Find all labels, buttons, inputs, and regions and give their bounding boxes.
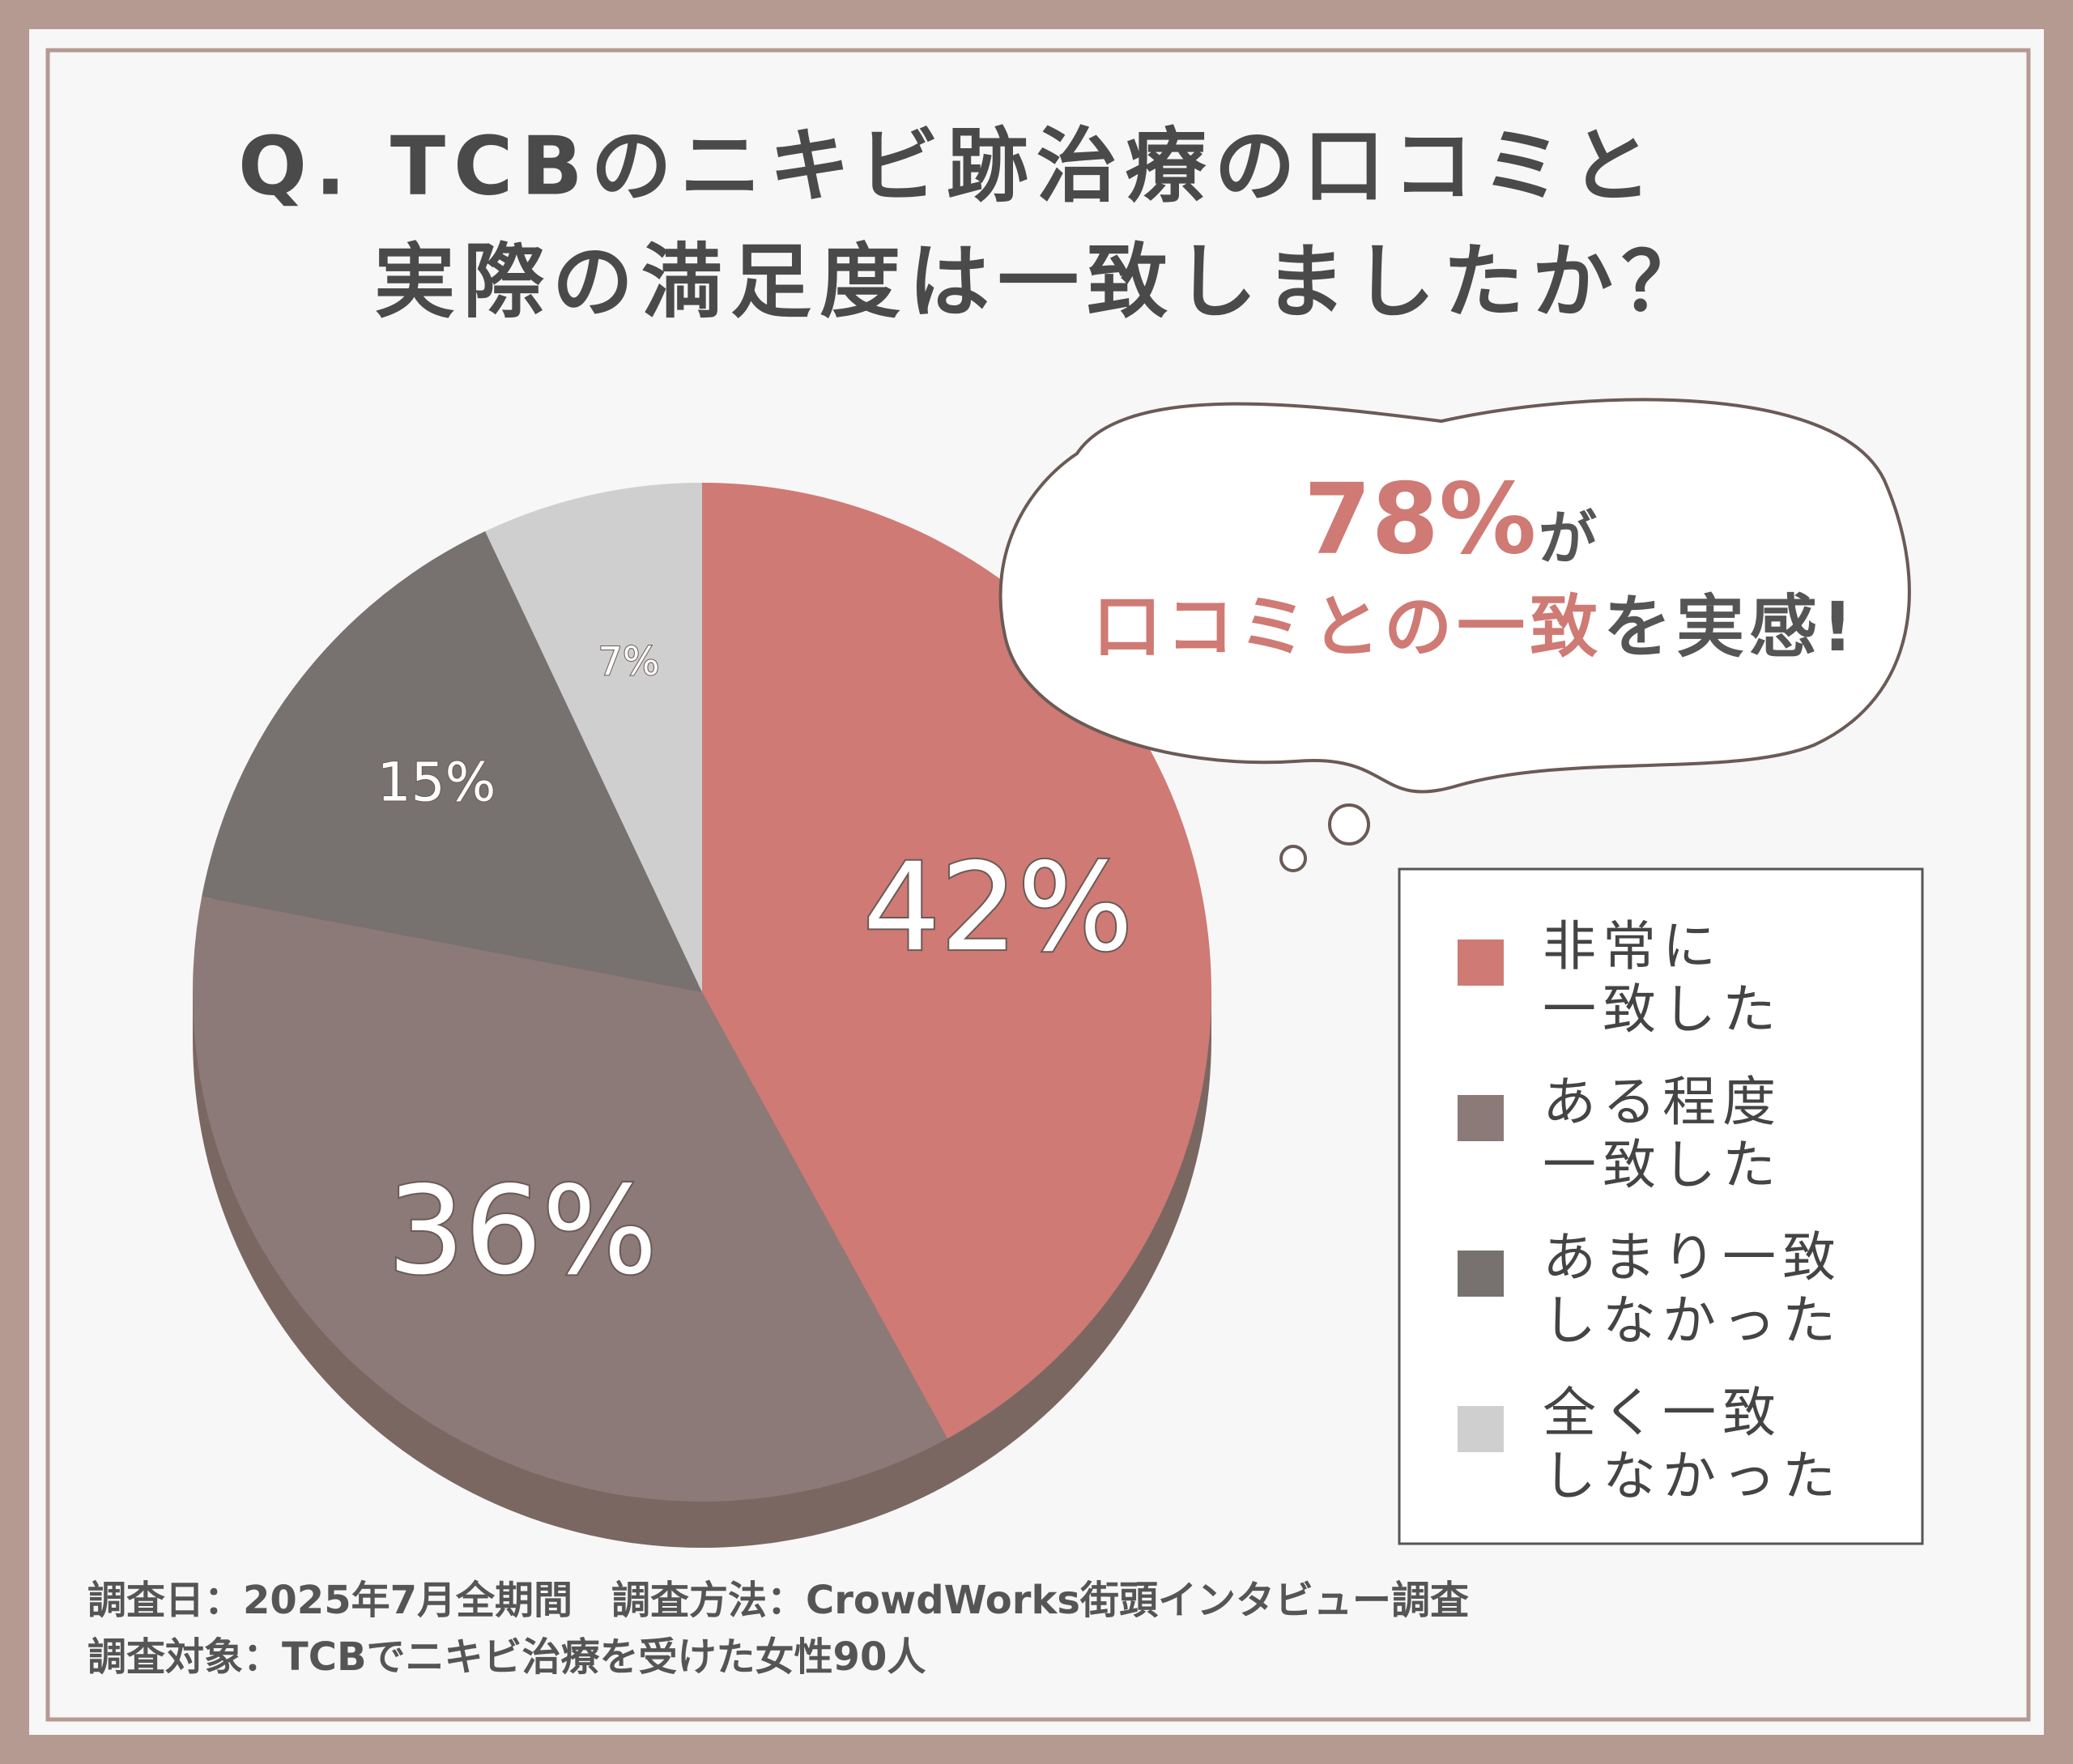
pie-slice — [202, 530, 702, 992]
data-label: 15% — [377, 752, 496, 814]
data-label: 42% — [863, 837, 1133, 978]
legend-label: 非常に 一致した — [1543, 915, 1782, 1041]
annotation-percent: 78% — [1304, 464, 1536, 577]
pie-slice — [485, 483, 702, 992]
legend-label: 全く一致 しなかった — [1543, 1382, 1842, 1507]
chart-title: Q. TCBのニキビ跡治療の口コミと — [238, 118, 1660, 213]
chart-title: 実際の満足度は一致しましたか？ — [374, 234, 1710, 329]
bubble-dot — [1279, 845, 1307, 872]
legend-swatch — [1458, 1251, 1504, 1297]
data-label: 36% — [387, 1161, 657, 1302]
note: 調査日：2025年7月全期間 調査方法：CrowdWorks街頭インタビュー調査 — [87, 1578, 1469, 1623]
legend-label: ある程度 一致した — [1543, 1071, 1782, 1196]
annotation-text: が — [1539, 505, 1597, 573]
speech-bubble — [998, 398, 1911, 794]
pie-slice — [192, 897, 948, 1502]
legend-label: あまり一致 しなかった — [1543, 1226, 1842, 1352]
data-label: 7% — [598, 639, 659, 684]
legend-swatch — [1458, 1095, 1504, 1141]
panel-border — [45, 48, 2031, 1722]
bubble-dot — [1328, 803, 1370, 846]
legend-swatch — [1458, 940, 1504, 986]
annotation-highlight: 口コミとの一致 — [1093, 587, 1603, 667]
annotation-text: を実感! — [1603, 587, 1858, 667]
note: 調査対象：TCBでニキビ治療を受けた女性90人 — [87, 1634, 926, 1680]
legend-swatch — [1458, 1406, 1504, 1452]
